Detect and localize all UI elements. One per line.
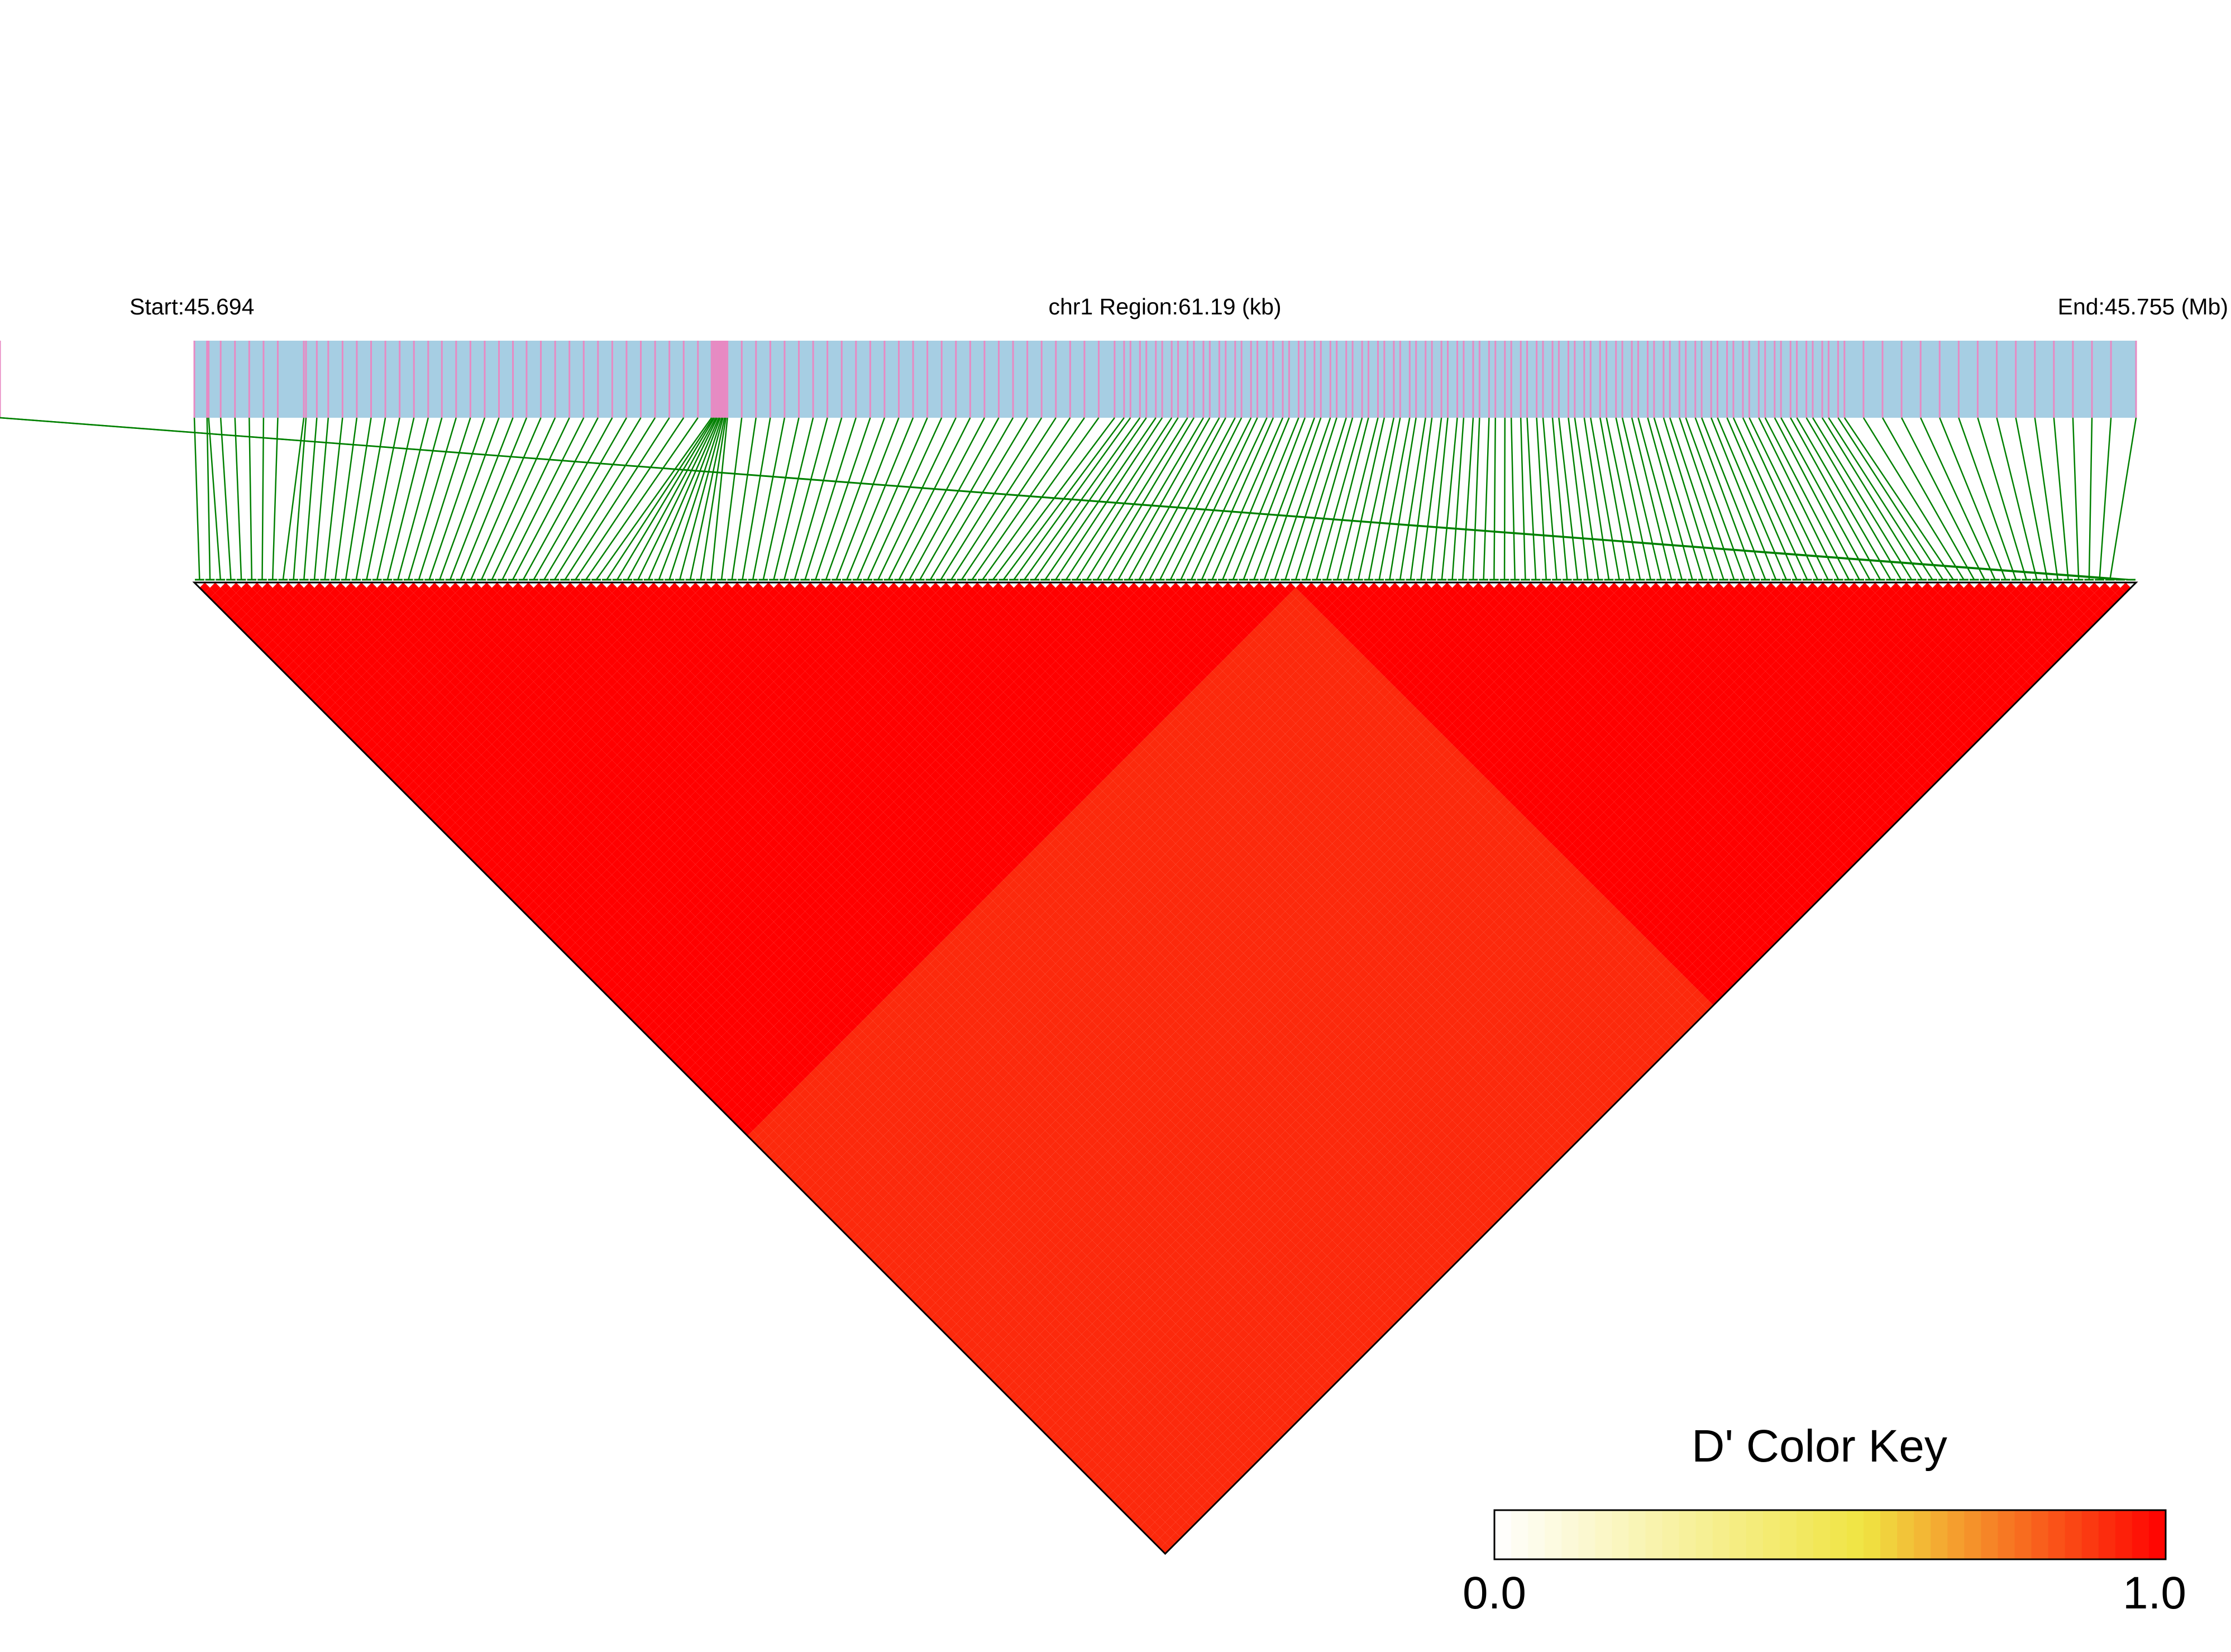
snp-connector — [1921, 418, 1995, 580]
snp-connector — [2100, 418, 2111, 580]
ld-triangle-cells — [199, 583, 2130, 1554]
snp-connector — [1473, 418, 1479, 580]
snp-connector — [346, 418, 371, 580]
snp-connector — [1118, 418, 1210, 580]
snp-connector — [2110, 418, 2136, 580]
snp-connector — [209, 418, 221, 580]
snp-connector — [273, 418, 278, 580]
snp-connector — [523, 418, 613, 580]
snp-connector — [1559, 418, 1578, 580]
snp-connector — [1511, 418, 1515, 580]
snp-connector — [1389, 418, 1416, 580]
snp-connector — [941, 418, 1042, 580]
snp-connector — [1521, 418, 1525, 580]
snp-connector — [1453, 418, 1464, 580]
snp-connector — [680, 418, 723, 580]
snp-connector — [1632, 418, 1671, 580]
snp-connector — [847, 418, 913, 580]
snp-connector — [356, 418, 385, 580]
snp-connector — [1718, 418, 1786, 580]
snp-connector — [207, 418, 210, 580]
snp-connector — [1327, 418, 1368, 580]
snp-connector — [481, 418, 555, 580]
snp-connector — [1607, 418, 1640, 580]
snp-connector — [1727, 418, 1797, 580]
snp-connector — [335, 418, 357, 580]
snp-connector — [648, 418, 719, 580]
snp-connector — [555, 418, 655, 580]
snp-connector — [262, 418, 264, 580]
snp-connector — [1664, 418, 1713, 580]
snp-connector — [732, 418, 756, 580]
end-label: End:45.755 (Mb) — [2058, 294, 2228, 319]
snp-connector — [1484, 418, 1489, 580]
snp-connector — [742, 418, 770, 580]
snp-connector — [1711, 418, 1776, 580]
snp-connector — [628, 418, 716, 580]
snp-connector — [1527, 418, 1536, 580]
snp-connector — [429, 418, 485, 580]
snp-connector — [513, 418, 598, 580]
snp-connector — [194, 418, 199, 580]
start-label: Start:45.694 — [130, 294, 254, 319]
snp-connector — [586, 418, 698, 580]
snp-connector — [249, 418, 252, 580]
snp-connector — [606, 418, 713, 580]
snp-connector — [461, 418, 527, 580]
snp-connector — [1647, 418, 1692, 580]
snp-connector — [283, 418, 304, 580]
snp-connector — [1358, 418, 1394, 580]
snp-connector — [235, 418, 241, 580]
snp-connector — [1348, 418, 1384, 580]
snp-connector — [1958, 418, 2016, 580]
snp-connector — [398, 418, 442, 580]
snp-connector — [1679, 418, 1734, 580]
snp-connector — [899, 418, 985, 580]
snp-connector — [2073, 418, 2079, 580]
snp-connector — [1442, 418, 1458, 580]
snp-connector — [1695, 418, 1755, 580]
snp-connector — [910, 418, 999, 580]
snp-connector — [2035, 418, 2058, 580]
snp-connector — [1702, 418, 1765, 580]
snp-connector — [805, 418, 856, 580]
snp-connector — [2054, 418, 2068, 580]
snp-connector — [1845, 418, 1953, 580]
snp-connector — [1431, 418, 1447, 580]
snp-connector — [784, 418, 827, 580]
snp-connector-lines — [0, 418, 2136, 580]
snp-connector — [1421, 418, 1441, 580]
snp-connector — [868, 418, 942, 580]
snp-connector — [502, 418, 584, 580]
snp-connector — [419, 418, 470, 580]
snp-connector — [1463, 418, 1473, 580]
snp-connector — [2089, 418, 2092, 580]
ld-cell-layer — [199, 583, 2130, 1554]
snp-connector — [1822, 418, 1922, 580]
snp-connector — [1504, 418, 1505, 580]
snp-connector — [617, 418, 714, 580]
snp-connector — [1244, 418, 1305, 580]
snp-connector — [221, 418, 231, 580]
snp-connector — [1622, 418, 1661, 580]
region-label: chr1 Region:61.19 (kb) — [1048, 294, 1281, 319]
snp-connector — [1233, 418, 1298, 580]
snp-connector — [1494, 418, 1495, 580]
snp-connector — [294, 418, 306, 580]
snp-connector — [1337, 418, 1378, 580]
snp-connector — [815, 418, 870, 580]
snp-connector — [1129, 418, 1219, 580]
snp-connector — [888, 418, 970, 580]
